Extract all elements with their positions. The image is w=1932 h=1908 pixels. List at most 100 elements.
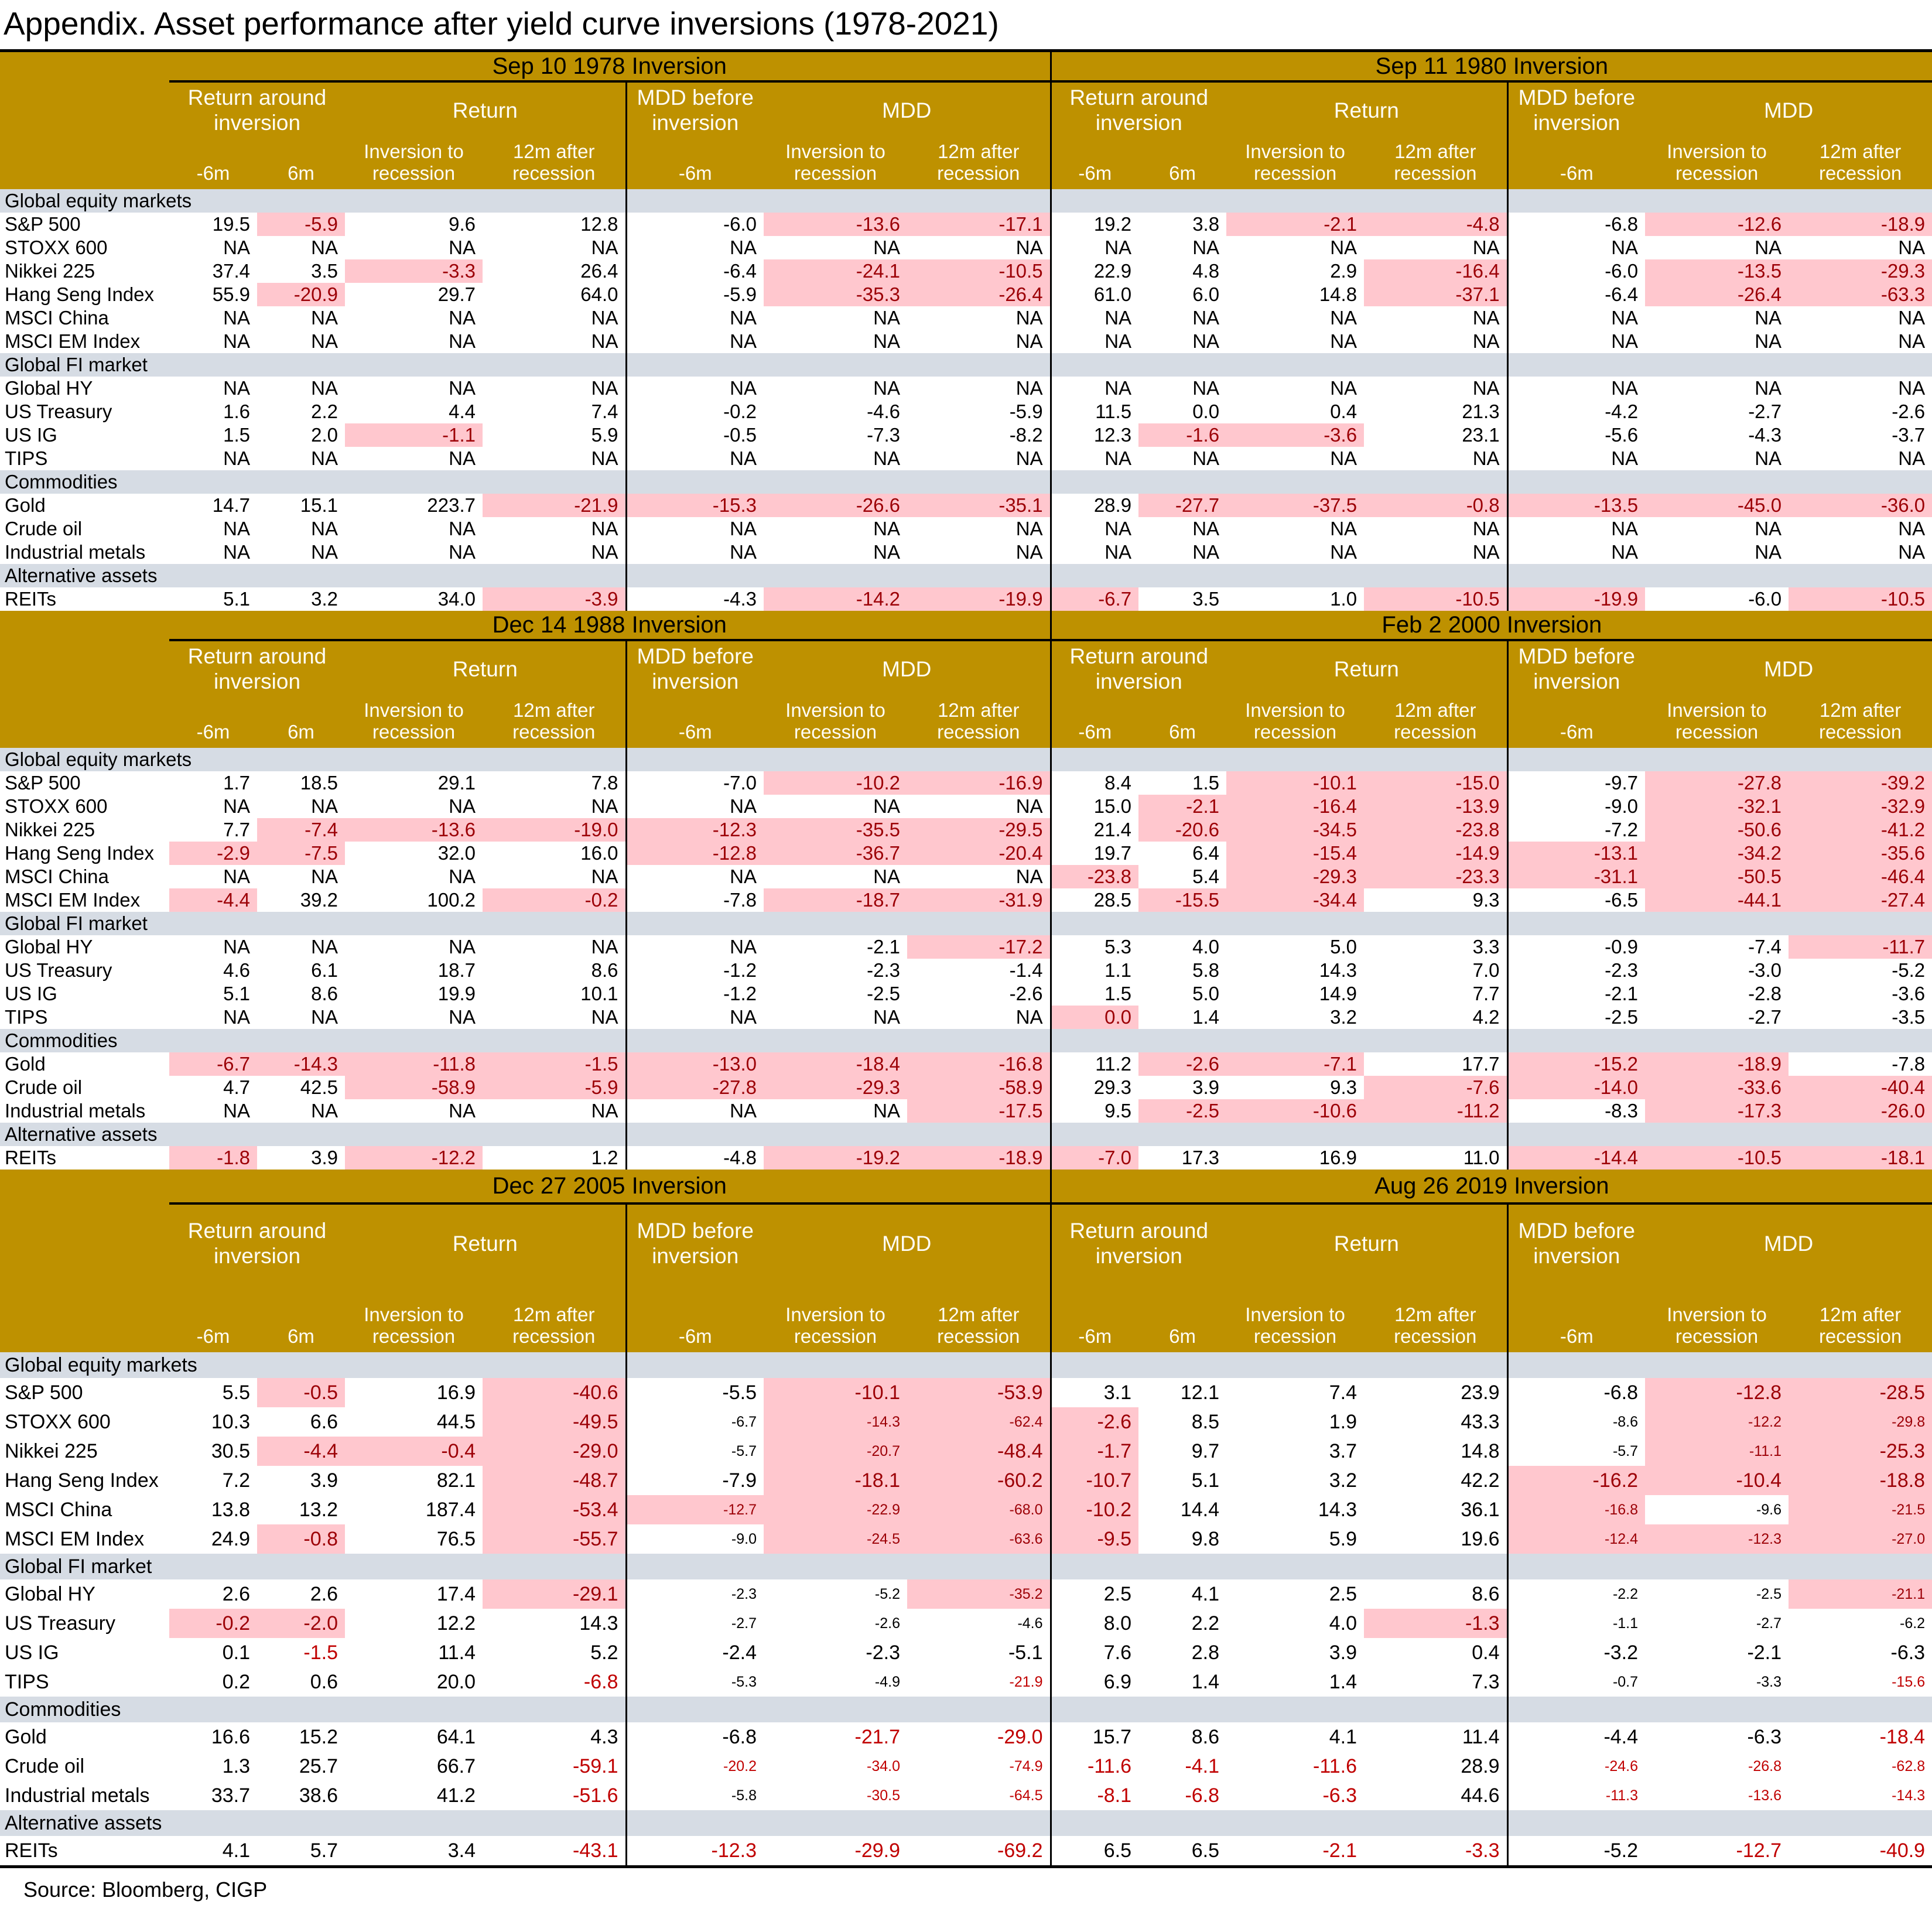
- value-cell: -4.4: [1603, 1725, 1639, 1748]
- value-cell: -2.1: [1226, 213, 1365, 236]
- value-cell: -1.7: [1051, 1437, 1139, 1466]
- column-header-row: -6m 6m Inversion to recession 12m after rec…: [0, 1283, 1932, 1352]
- value-cell: -21.9: [907, 1667, 1052, 1697]
- value-cell: -2.6: [1138, 1052, 1227, 1076]
- value-cell: -16.4: [1364, 259, 1509, 283]
- value-cell: 2.9: [1330, 260, 1357, 282]
- value-cell: -2.7: [1748, 1006, 1782, 1028]
- value-cell: NA: [1898, 541, 1926, 563]
- value-cell: -10.1: [764, 1378, 907, 1407]
- value-cell: 17.4: [436, 1582, 476, 1605]
- value-cell: NA: [1105, 307, 1132, 329]
- col-header-minus6m: -6m: [169, 1283, 257, 1352]
- value-cell: -2.0: [257, 1609, 345, 1638]
- table-row: TIPS NA NA NA NA NA NA NA NA NA NA NA NA NA NA: [0, 447, 1932, 470]
- asset-label: S&P 500: [5, 213, 81, 235]
- col-group-mdd: MDD: [1645, 640, 1932, 697]
- value-cell: -20.6: [1138, 818, 1227, 842]
- table-row: Gold -6.7 -14.3 -11.8 -1.5 -13.0 -18.4 -16.8 11.…: [0, 1052, 1932, 1076]
- value-cell: 18.5: [300, 772, 338, 794]
- col-group-mdd-before: MDD before inversion: [626, 1203, 764, 1283]
- table-row: MSCI EM Index 24.9 -0.8 76.5 -55.7 -9.0 -24.5-…: [0, 1524, 1932, 1554]
- value-cell: 0.0: [1192, 401, 1220, 422]
- value-cell: -5.2: [1603, 1839, 1639, 1862]
- value-cell: 100.2: [427, 889, 476, 911]
- value-cell: -0.2: [483, 888, 627, 912]
- value-cell: -6.7: [731, 1413, 757, 1430]
- panel-date-row: Sep 10 1978 Inversion Sep 11 1980 Inversi…: [0, 52, 1932, 83]
- value-cell: -0.8: [257, 1524, 345, 1554]
- value-cell: 64.1: [436, 1725, 476, 1748]
- value-cell: -63.3: [1789, 283, 1932, 306]
- table-row: US Treasury -0.2 -2.0 12.2 14.3 -2.7 -2.6 -4.6 8…: [0, 1609, 1932, 1638]
- section-row: Global equity markets: [0, 1352, 1932, 1378]
- value-cell: 19.9: [437, 983, 476, 1004]
- table-row: US Treasury 1.6 2.2 4.4 7.4 -0.2 -4.6 -5.9 11.5 0…: [0, 400, 1932, 423]
- value-cell: -14.9: [1364, 842, 1509, 865]
- value-cell: NA: [483, 541, 627, 564]
- asset-label: REITs: [5, 1839, 58, 1862]
- value-cell: -2.7: [731, 1615, 757, 1632]
- column-group-row: Return around inversion Return MDD before …: [0, 81, 1932, 139]
- value-cell: -12.2: [345, 1146, 483, 1170]
- table-row: Crude oil 1.3 25.7 66.7 -59.1 -20.2 -34.0 -74.9…: [0, 1752, 1932, 1781]
- value-cell: NA: [483, 236, 627, 259]
- col-header-12m-after-recession: 12m after recession: [907, 697, 1052, 748]
- value-cell: -16.4: [1226, 795, 1365, 818]
- value-cell: NA: [1192, 541, 1220, 563]
- value-cell: NA: [1330, 541, 1357, 563]
- value-cell: -13.5: [1645, 259, 1789, 283]
- section-label: Global equity markets: [0, 189, 345, 213]
- value-cell: NA: [311, 541, 338, 563]
- value-cell: -50.6: [1645, 818, 1789, 842]
- value-cell: 5.1: [1191, 1469, 1220, 1492]
- table-row: Industrial metals 33.7 38.6 41.2 -51.6 -5.8 -3…: [0, 1781, 1932, 1810]
- asset-label: Global HY: [5, 936, 93, 958]
- value-cell: -2.1: [1747, 1641, 1782, 1664]
- value-cell: NA: [1898, 307, 1926, 329]
- value-cell: 6.6: [310, 1410, 338, 1433]
- col-header-12m-after-recession: 12m after recession: [1364, 139, 1509, 189]
- value-cell: -5.6: [1605, 424, 1639, 446]
- section-row: Global FI market: [0, 353, 1932, 377]
- value-cell: -3.0: [1748, 959, 1782, 981]
- value-cell: NA: [1755, 377, 1782, 399]
- value-cell: NA: [449, 866, 476, 887]
- value-cell: -59.1: [483, 1752, 627, 1781]
- col-group-mdd-before: MDD before inversion: [1507, 1203, 1646, 1283]
- value-cell: 9.7: [1191, 1439, 1220, 1462]
- asset-label: STOXX 600: [5, 795, 108, 817]
- value-cell: NA: [1105, 447, 1132, 469]
- value-cell: 7.0: [1364, 959, 1509, 982]
- asset-label: Nikkei 225: [5, 260, 95, 282]
- value-cell: -22.9: [764, 1495, 907, 1524]
- value-cell: -5.7: [1612, 1442, 1639, 1459]
- value-cell: -2.2: [1612, 1585, 1639, 1602]
- value-cell: NA: [873, 795, 900, 817]
- value-cell: -29.5: [907, 818, 1052, 842]
- value-cell: 2.6: [310, 1582, 338, 1605]
- table-row: S&P 500 19.5 -5.9 9.6 12.8 -6.0 -13.6 -17.1 19.2…: [0, 213, 1932, 236]
- value-cell: -2.7: [1756, 1615, 1782, 1632]
- value-cell: -6.8: [1605, 213, 1639, 235]
- value-cell: -6.7: [1051, 587, 1139, 611]
- value-cell: 3.9: [1192, 1076, 1220, 1098]
- value-cell: 6.0: [1192, 283, 1220, 305]
- value-cell: 1.9: [1329, 1410, 1357, 1433]
- value-cell: 36.1: [1364, 1495, 1509, 1524]
- value-cell: NA: [1611, 237, 1639, 258]
- value-cell: -10.5: [1789, 587, 1932, 611]
- value-cell: NA: [1611, 330, 1639, 352]
- value-cell: -17.1: [907, 213, 1052, 236]
- value-cell: -29.3: [764, 1076, 907, 1099]
- value-cell: NA: [449, 237, 476, 258]
- value-cell: -6.0: [723, 213, 757, 235]
- asset-label: US Treasury: [5, 1612, 115, 1635]
- value-cell: 28.9: [1093, 494, 1132, 516]
- value-cell: NA: [907, 865, 1052, 888]
- value-cell: -7.0: [1051, 1146, 1139, 1170]
- value-cell: -12.3: [1645, 1524, 1789, 1554]
- value-cell: NA: [1364, 236, 1509, 259]
- value-cell: -5.1: [907, 1638, 1052, 1667]
- panel-date: Dec 27 2005 Inversion: [169, 1170, 1052, 1205]
